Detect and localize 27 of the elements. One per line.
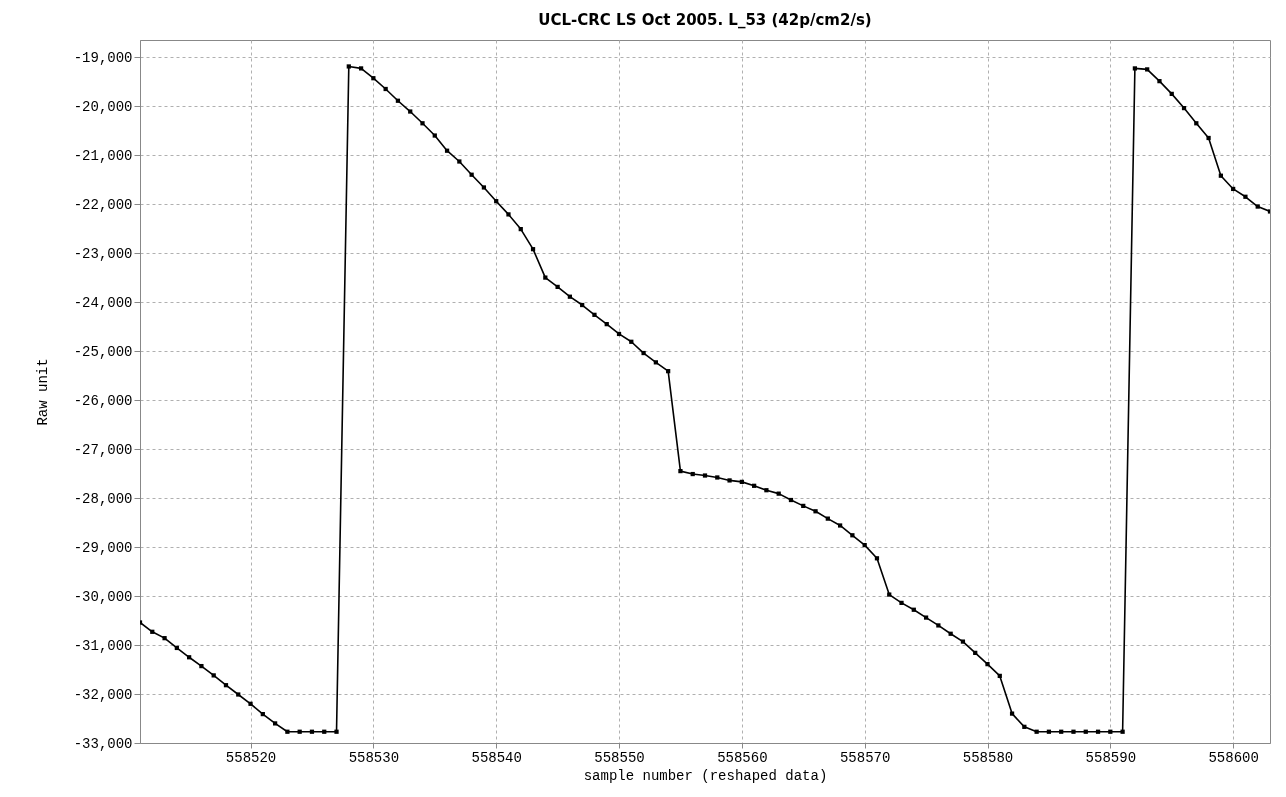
y-tick-label: -22,000 bbox=[73, 196, 133, 213]
y-tick-label: -21,000 bbox=[73, 147, 133, 164]
y-tick-label: -25,000 bbox=[73, 343, 133, 360]
x-tick-label: 558570 bbox=[839, 749, 891, 766]
y-tick-label: -27,000 bbox=[73, 441, 133, 458]
x-tick-label: 558540 bbox=[471, 749, 522, 766]
y-axis-title: Raw unit bbox=[34, 358, 51, 426]
y-tick-label: -28,000 bbox=[73, 490, 133, 507]
x-tick-label: 558530 bbox=[348, 749, 400, 766]
y-tick-label: -19,000 bbox=[73, 49, 133, 66]
x-tick-label: 558560 bbox=[717, 749, 768, 766]
x-tick-label: 558520 bbox=[225, 749, 277, 766]
chart-title: UCL-CRC LS Oct 2005. L_53 (42p/cm2/s) bbox=[538, 11, 872, 29]
y-tick-label: -30,000 bbox=[73, 588, 133, 605]
y-tick-label: -33,000 bbox=[73, 735, 133, 752]
x-tick-label: 558580 bbox=[962, 749, 1014, 766]
y-tick-label: -31,000 bbox=[73, 637, 133, 654]
y-tick-label: -20,000 bbox=[73, 98, 133, 115]
x-tick-label: 558590 bbox=[1085, 749, 1137, 766]
y-tick-label: -26,000 bbox=[73, 392, 133, 409]
x-tick-label: 558550 bbox=[594, 749, 645, 766]
y-tick-label: -24,000 bbox=[73, 294, 133, 311]
x-axis-title: sample number (reshaped data) bbox=[583, 767, 828, 784]
y-tick-label: -32,000 bbox=[73, 686, 133, 703]
y-tick-label: -29,000 bbox=[73, 539, 133, 556]
x-tick-label: 558600 bbox=[1208, 749, 1259, 766]
y-tick-label: -23,000 bbox=[73, 245, 133, 262]
